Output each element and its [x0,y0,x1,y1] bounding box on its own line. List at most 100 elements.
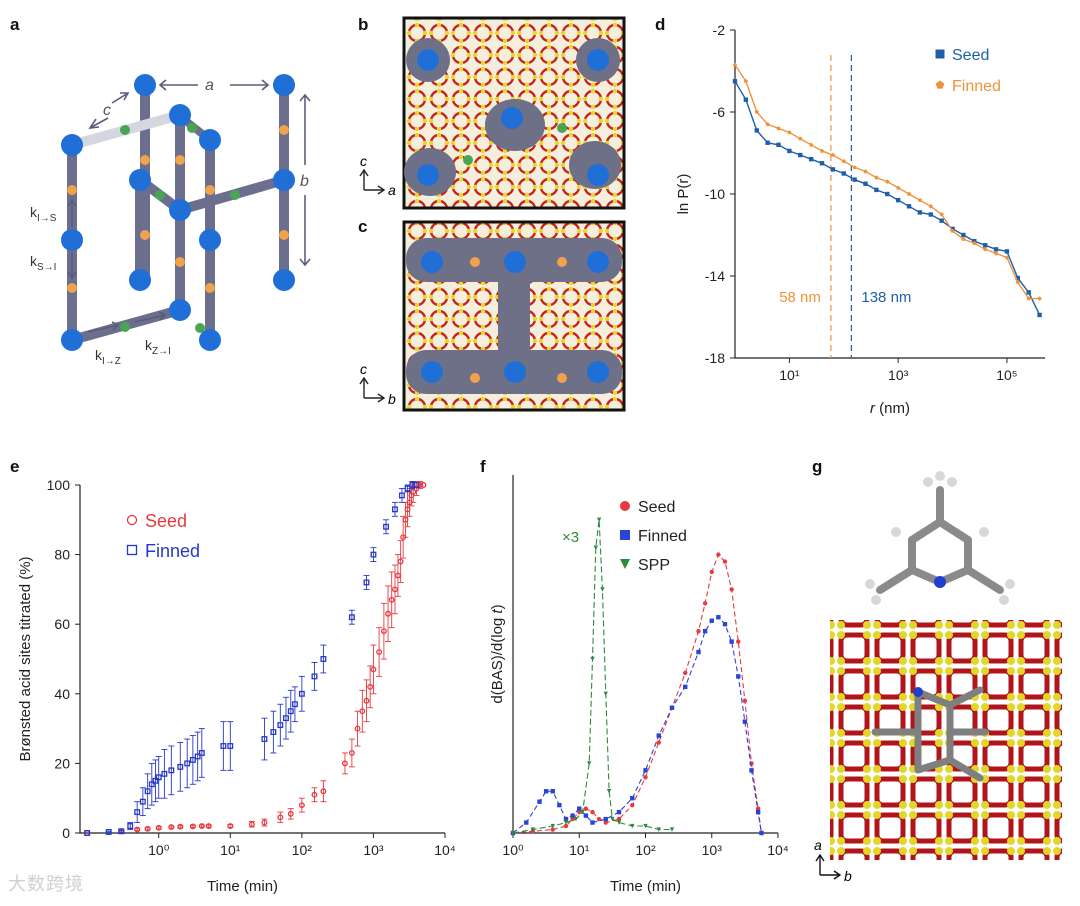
chart-d-point [863,169,868,174]
chart-f-point [550,827,555,832]
chart-f-point [570,816,575,822]
chart-d-point [874,187,879,193]
chart-e-point [227,823,234,829]
chart-f-point [590,820,595,825]
panel-g-axes [815,853,842,880]
chart-f-point [563,823,569,829]
panel-bc-figure: b c a c c [358,15,626,412]
chart-d-legend-marker [935,49,945,59]
chart-d-xtick-label: 10³ [888,367,909,383]
chart-f-legend-label: Finned [638,528,687,545]
chart-f-point [656,733,661,738]
chart-d-point [830,167,836,172]
chart-f-point [643,823,648,829]
chart-d-point [928,204,933,209]
chart-d-point [917,198,922,202]
chart-f-xtick-label: 10³ [702,842,723,858]
chart-d-point [798,136,803,141]
panel-a-lattice-figure: a [10,15,311,367]
chart-e-point [220,743,227,749]
chart-f-point [563,816,569,822]
chart-e-ytick-label: 40 [54,686,70,702]
chart-f-point [643,768,648,773]
chart-e-point [413,482,420,488]
chart-f-point [755,806,761,811]
lattice-b-label: b [300,173,309,190]
chart-e-point [376,649,383,655]
chart-e-point [118,828,125,835]
panel-g: g a b [800,450,1080,906]
k-i-s-label: kI→S [30,204,57,224]
chart-e-ylabel: Brønsted acid sites titrated (%) [17,556,34,761]
chart-e-point [311,673,318,680]
chart-d-ytick-label: -2 [713,22,726,38]
chart-e-point [392,586,398,593]
chart-d-point [939,212,944,217]
chart-e-xtick-label: 10³ [363,842,384,858]
chart-e-point [291,701,298,708]
chart-f-point [510,830,516,836]
chart-f-point [606,789,612,794]
chart-d-point [754,128,759,133]
panel-c-axis-right: b [388,391,396,407]
chart-f-point [557,802,562,808]
chart-e-xtick-label: 10¹ [220,842,241,858]
chart-e-point [134,826,141,833]
chart-f-point [683,684,688,690]
chart-e-point [155,824,162,831]
chart-d-point [994,251,999,256]
chart-d-point [1037,312,1042,318]
chart-d-ytick-label: -18 [705,350,725,366]
molecule-hydrogens [865,471,1015,605]
chart-f-point [736,674,741,679]
chart-d-point [863,181,868,186]
chart-e-point [198,823,205,829]
panel-f-label: f [480,457,486,476]
chart-f-point [656,827,661,832]
chart-e-point [177,763,184,770]
chart-d-point [776,142,781,147]
chart-e-point [367,683,374,690]
chart-d-point [809,142,814,147]
chart-f-point [577,809,582,815]
chart-d-point [841,159,846,163]
chart-e-xlabel: Time (min) [207,878,278,895]
chart-d-point [743,97,749,102]
chart-f-point [630,802,635,808]
chart-f-point [696,649,701,655]
rate-constant-labels: kI→S kS→I kI→Z kZ→I [30,204,171,367]
chart-d-point [754,109,759,114]
chart-f-point [683,670,688,676]
chart-f-series [510,517,764,836]
panel-a: a [0,0,320,400]
chart-e-legend-marker [126,544,138,556]
chart-d-point [852,177,857,182]
chart-e-point [134,809,141,816]
zeolite-framework [830,620,1062,860]
chart-f-point [570,813,575,818]
chart-d-series-line [734,80,1041,316]
chart-d-point [1004,255,1009,260]
chart-d-legend: Seed Finned [935,47,1001,95]
chart-e-point [354,725,361,732]
chart-d-point [787,130,792,135]
chart-f-point [550,789,555,794]
chart-f-point [736,639,741,644]
panel-b-axis-right: a [388,182,396,198]
chart-f-legend-label: SPP [638,557,670,574]
panel-g-figure: g a b [812,457,1062,884]
panel-c-axis-up: c [360,361,367,377]
chart-e-xtick-label: 10⁴ [434,842,456,858]
chart-f-x3-annotation: ×3 [562,529,579,546]
chart-d-ytick-label: -10 [705,186,725,202]
chart-f-xlabel: Time (min) [610,878,681,895]
chart-e-point [277,814,284,821]
chart-e-point [298,690,305,697]
chart-f-xtick-label: 10² [635,842,656,858]
chart-e-legend: Seed Finned [126,511,200,561]
chart-f-point [563,820,569,825]
chart-f-point [537,799,542,804]
chart-d-point [885,191,890,197]
lattice-arrows [67,79,311,333]
chart-e-legend-label: Seed [145,511,187,531]
